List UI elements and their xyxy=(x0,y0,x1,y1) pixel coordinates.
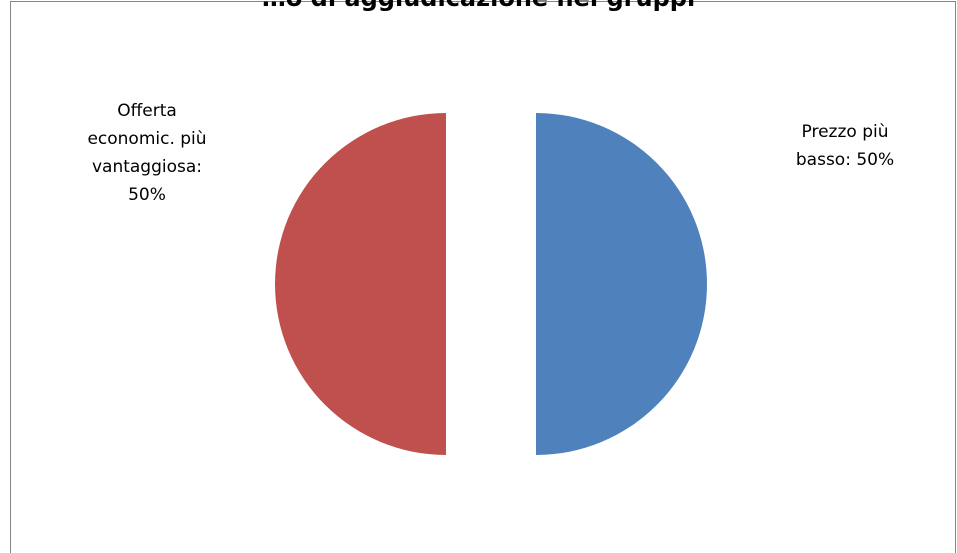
slice-label-offerta: Offerta economic. più vantaggiosa: 50% xyxy=(87,101,207,205)
pie-slice-offerta xyxy=(275,113,446,455)
chart-frame xyxy=(10,1,956,553)
chart-title: …o di aggiudicazione nei gruppi xyxy=(0,0,957,12)
pie-slices xyxy=(275,113,707,455)
pie-slice-prezzo xyxy=(536,113,707,455)
slice-label-prezzo: Prezzo più basso: 50% xyxy=(795,122,895,170)
